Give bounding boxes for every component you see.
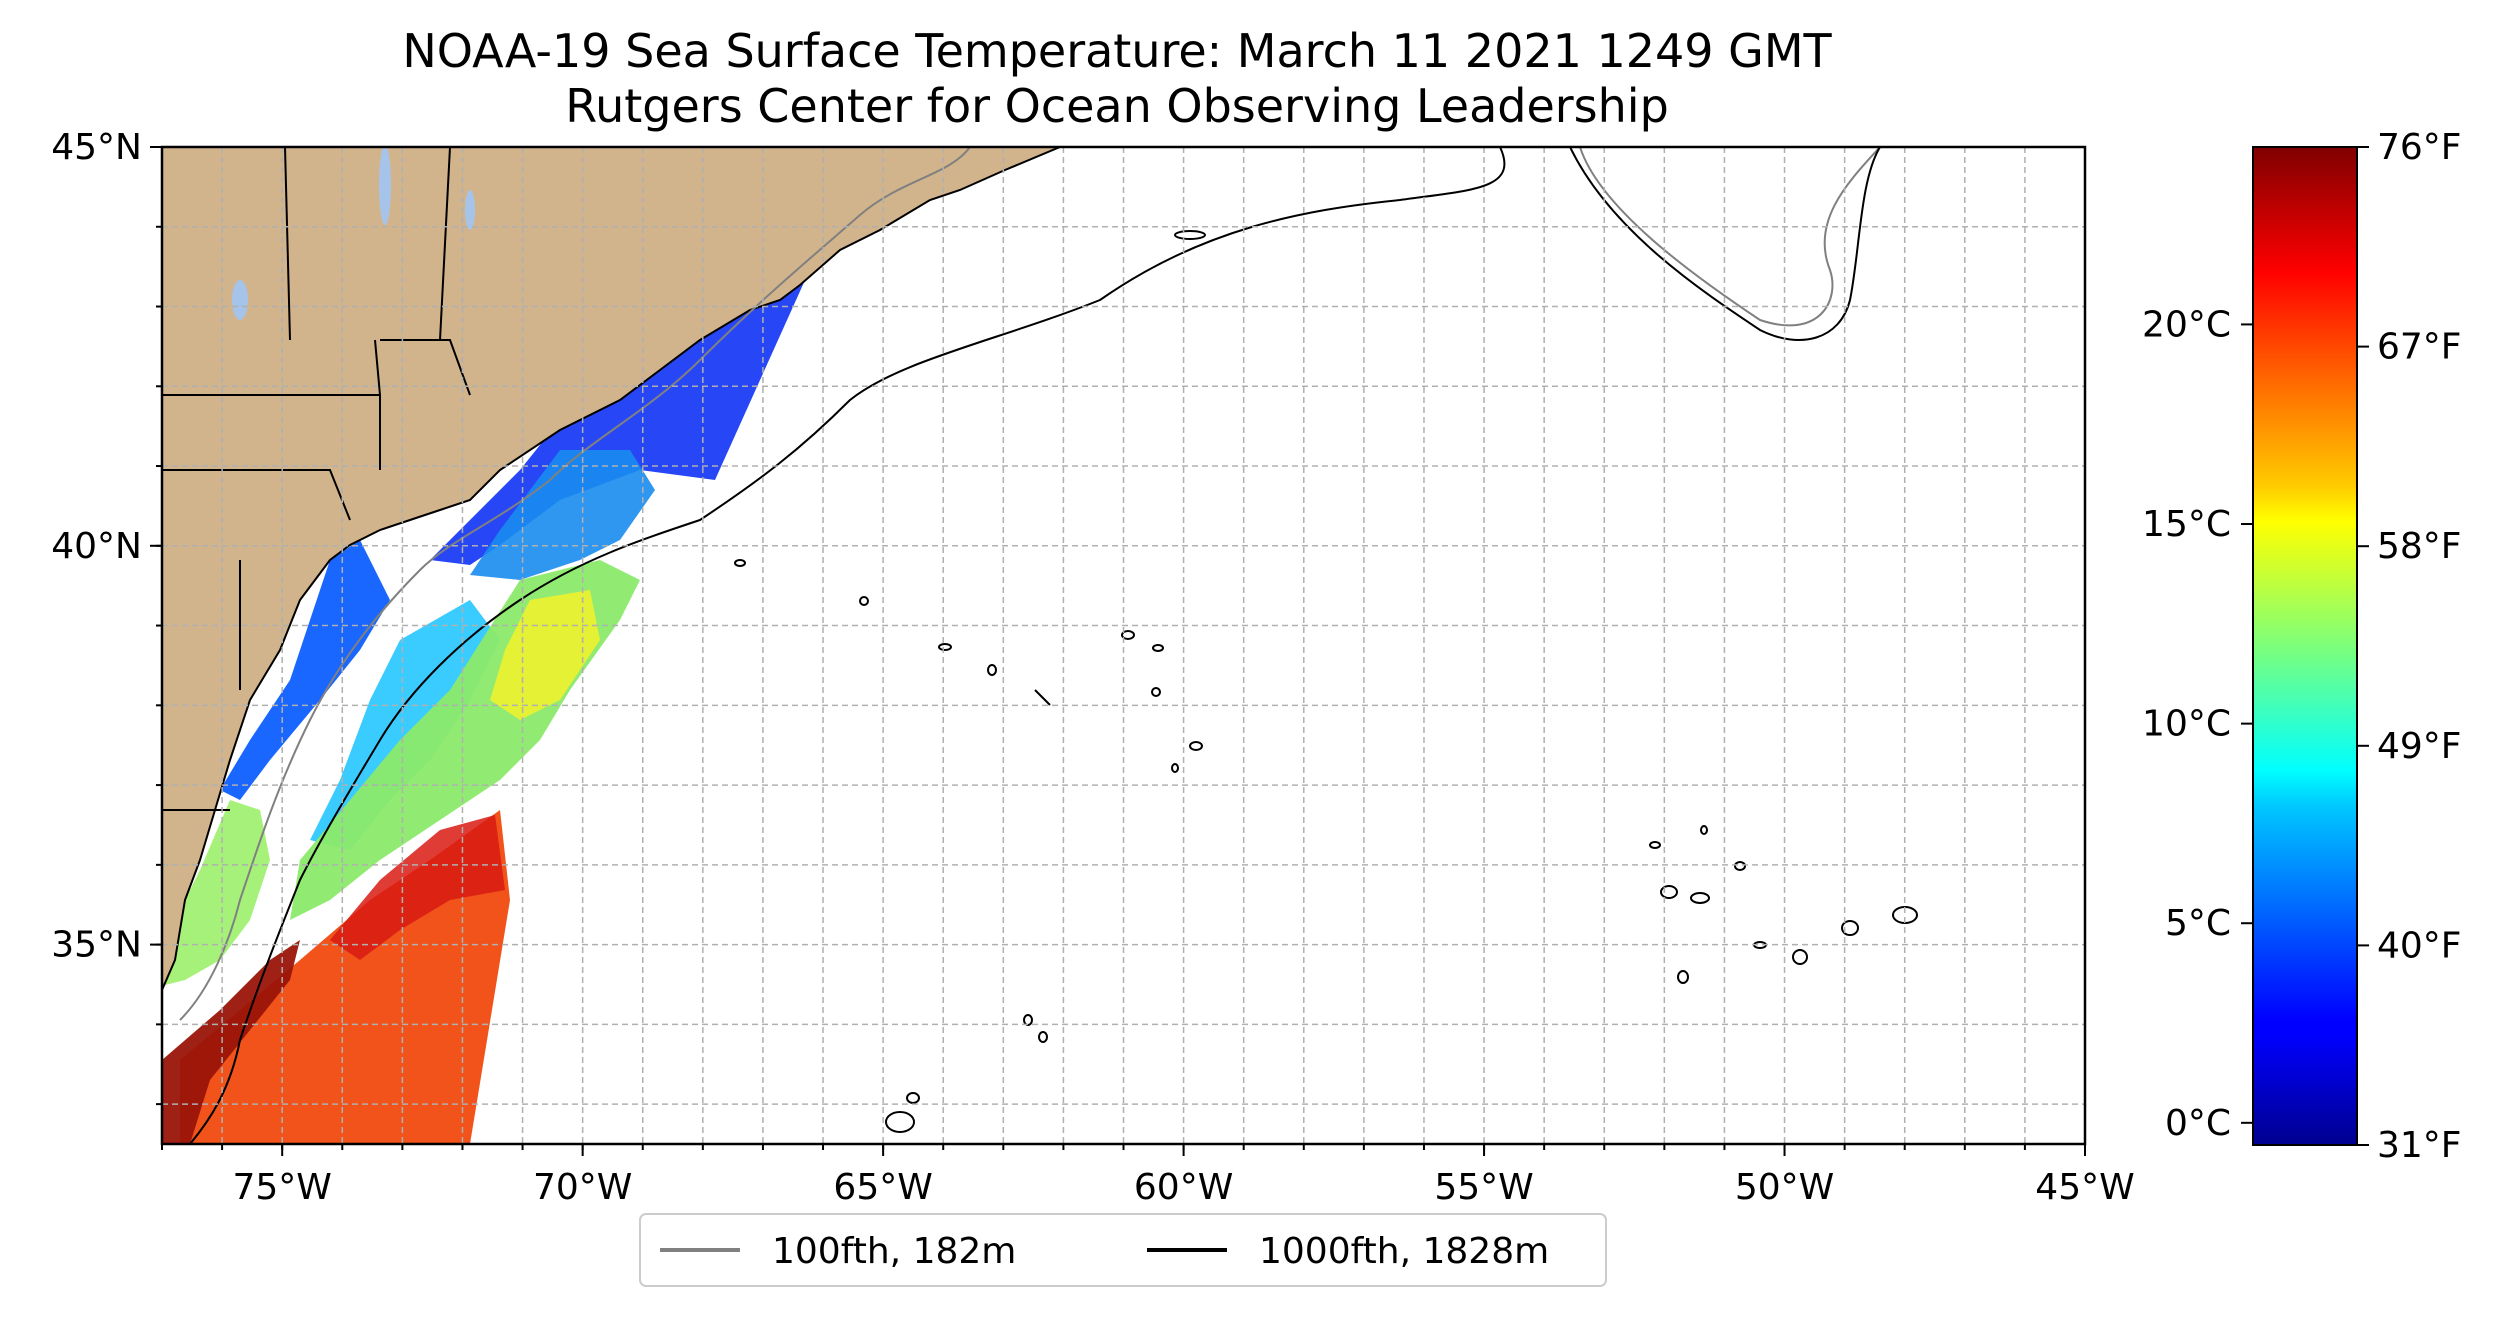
colorbar-c-label: 10°C <box>2142 704 2231 745</box>
colorbar: 0°C 5°C 10°C 15°C 20°C 31°F 40°F 49°F 58°F 67°F 7… <box>2142 127 2461 1166</box>
lat-tick-label: 45°N <box>51 127 142 168</box>
legend-label-1000fth: 1000fth, 1828m <box>1259 1231 1549 1272</box>
colorbar-fahrenheit-ticks: 31°F 40°F 49°F 58°F 67°F 76°F <box>2357 127 2462 1166</box>
colorbar-c-label: 0°C <box>2165 1103 2231 1144</box>
lat-tick-label: 35°N <box>51 925 142 966</box>
colorbar-f-label: 76°F <box>2377 127 2462 168</box>
lon-tick-label: 45°W <box>2035 1167 2134 1208</box>
colorbar-celsius-ticks: 0°C 5°C 10°C 15°C 20°C <box>2142 304 2253 1143</box>
lon-tick-label: 60°W <box>1134 1167 1233 1208</box>
legend-label-100fth: 100fth, 182m <box>772 1231 1016 1272</box>
latitude-axis: 35°N 40°N 45°N <box>51 127 162 1104</box>
colorbar-c-label: 20°C <box>2142 304 2231 345</box>
lat-tick-label: 40°N <box>51 526 142 567</box>
colorbar-f-label: 49°F <box>2377 726 2462 767</box>
lon-tick-label: 55°W <box>1434 1167 1533 1208</box>
colorbar-f-label: 40°F <box>2377 925 2462 966</box>
lake-small-2 <box>232 280 248 320</box>
lake-champlain <box>379 145 391 225</box>
lon-tick-label: 65°W <box>833 1167 932 1208</box>
colorbar-f-label: 67°F <box>2377 327 2462 368</box>
contour-legend: 100fth, 182m 1000fth, 1828m <box>640 1214 1606 1286</box>
colorbar-c-label: 15°C <box>2142 504 2231 545</box>
colorbar-gradient <box>2253 147 2357 1145</box>
map-title: NOAA-19 Sea Surface Temperature: March 1… <box>402 24 1832 78</box>
lon-tick-label: 70°W <box>533 1167 632 1208</box>
lon-tick-label: 75°W <box>232 1167 331 1208</box>
map-subtitle: Rutgers Center for Ocean Observing Leade… <box>565 79 1669 133</box>
map-area <box>162 145 2085 1144</box>
sst-map-figure: NOAA-19 Sea Surface Temperature: March 1… <box>0 0 2502 1318</box>
lake-small-1 <box>465 190 475 230</box>
colorbar-c-label: 5°C <box>2165 903 2231 944</box>
colorbar-f-label: 31°F <box>2377 1125 2462 1166</box>
longitude-axis: 75°W 70°W 65°W 60°W 55°W 50°W 45°W <box>162 1144 2135 1208</box>
lon-tick-label: 50°W <box>1735 1167 1834 1208</box>
colorbar-f-label: 58°F <box>2377 526 2462 567</box>
